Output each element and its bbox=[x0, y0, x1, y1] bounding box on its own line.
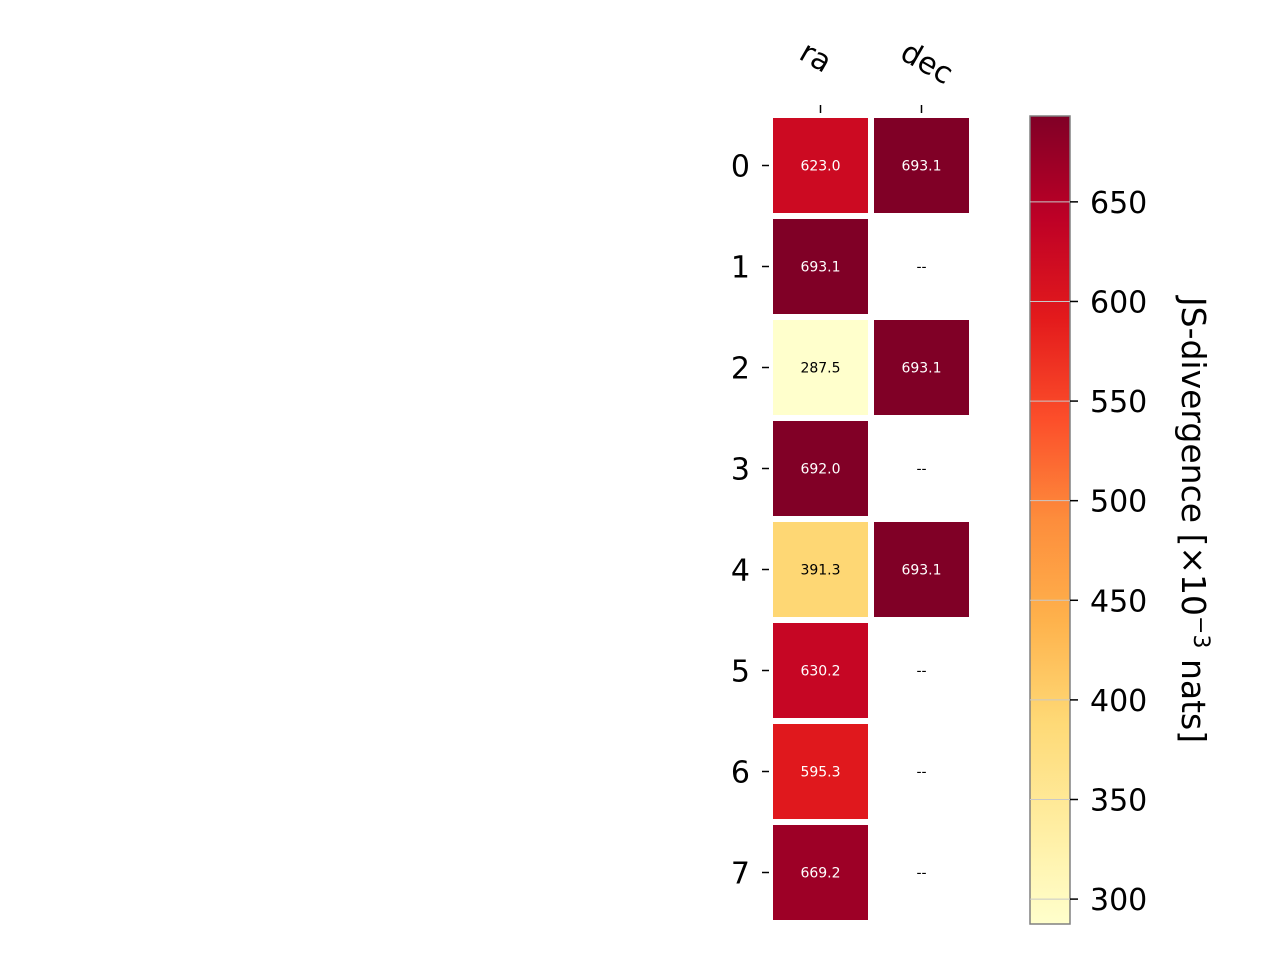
heatmap-cell bbox=[773, 522, 868, 617]
cell-missing-label: -- bbox=[916, 664, 926, 680]
cell-missing-label: -- bbox=[916, 866, 926, 882]
cell-value-label: 692.0 bbox=[800, 462, 840, 478]
colorbar-tick-label: 300 bbox=[1090, 883, 1147, 918]
row-tick-label: 0 bbox=[731, 150, 750, 185]
colorbar-label-exponent: −3 bbox=[1189, 616, 1214, 648]
colorbar-tick-label: 350 bbox=[1090, 783, 1147, 818]
column-tick-label: ra bbox=[794, 35, 838, 81]
heatmap-cell bbox=[874, 118, 969, 213]
colorbar-tick-label: 650 bbox=[1090, 186, 1147, 221]
heatmap-cell bbox=[773, 421, 868, 516]
row-tick-label: 4 bbox=[731, 554, 750, 589]
colorbar-label-main: JS-divergence [×10 bbox=[1174, 295, 1213, 616]
heatmap-cell bbox=[773, 825, 868, 920]
heatmap-cells: 623.0 693.1 693.1 -- 287.5 693.1 692.0 -- 391.3 6… bbox=[773, 118, 969, 920]
cell-missing-label: -- bbox=[916, 260, 926, 276]
heatmap-cell bbox=[773, 623, 868, 718]
row-tick-label: 1 bbox=[731, 251, 750, 286]
colorbar-label-suffix: nats] bbox=[1174, 648, 1213, 743]
colorbar-ticks: 300 350 400 450 500 550 600 650 bbox=[1030, 186, 1147, 918]
row-tick-label: 2 bbox=[731, 352, 750, 387]
cell-value-label: 693.1 bbox=[800, 260, 840, 276]
cell-value-label: 287.5 bbox=[800, 361, 840, 377]
row-tick-label: 5 bbox=[731, 655, 750, 690]
colorbar-tick-label: 500 bbox=[1090, 485, 1147, 520]
heatmap-cell bbox=[773, 118, 868, 213]
cell-value-label: 630.2 bbox=[800, 664, 840, 680]
colorbar: 300 350 400 450 500 550 600 650 JS-divergence [… bbox=[1029, 115, 1214, 925]
cell-value-label: 391.3 bbox=[800, 563, 840, 579]
cell-missing-label: -- bbox=[916, 462, 926, 478]
cell-value-label: 669.2 bbox=[800, 866, 840, 882]
cell-value-label: 693.1 bbox=[901, 361, 941, 377]
heatmap-cell bbox=[773, 219, 868, 314]
column-axis: ra dec bbox=[794, 35, 959, 113]
colorbar-tick-label: 600 bbox=[1090, 285, 1147, 320]
colorbar-label: JS-divergence [×10−3 nats] bbox=[1174, 295, 1214, 743]
heatmap-cell bbox=[773, 724, 868, 819]
row-axis: 0 1 2 3 4 5 6 7 bbox=[731, 150, 769, 892]
column-tick-label: dec bbox=[895, 35, 959, 92]
cell-value-label: 693.1 bbox=[901, 159, 941, 175]
heatmap-cell bbox=[773, 320, 868, 415]
cell-value-label: 693.1 bbox=[901, 563, 941, 579]
colorbar-tick-label: 400 bbox=[1090, 684, 1147, 719]
heatmap-cell bbox=[874, 320, 969, 415]
cell-missing-label: -- bbox=[916, 765, 926, 781]
colorbar-gradient bbox=[1029, 115, 1071, 925]
row-tick-label: 7 bbox=[731, 857, 750, 892]
cell-value-label: 595.3 bbox=[800, 765, 840, 781]
colorbar-tick-label: 450 bbox=[1090, 584, 1147, 619]
row-tick-label: 6 bbox=[731, 756, 750, 791]
colorbar-tick-label: 550 bbox=[1090, 385, 1147, 420]
heatmap-cell bbox=[874, 522, 969, 617]
row-tick-label: 3 bbox=[731, 453, 750, 488]
cell-value-label: 623.0 bbox=[800, 159, 840, 175]
